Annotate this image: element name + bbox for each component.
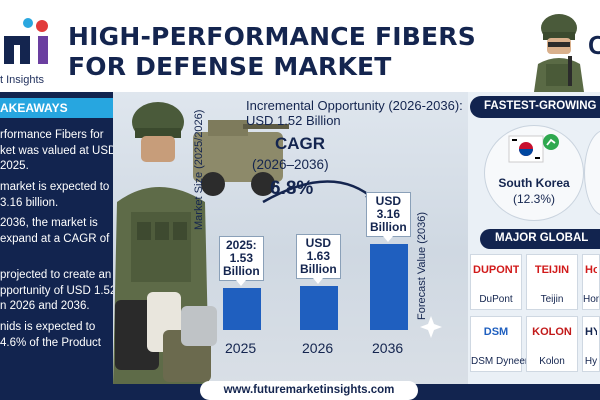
cagr-title: CAGR [275,134,326,153]
country-growth-pct: (12.3%) [512,192,556,206]
logo-subtitle: t Insights [0,74,45,86]
cut-letter: C [588,30,600,60]
company-card: KOLON Kolon [526,316,578,372]
company-name: Teijin [540,294,564,305]
takeaway-item: market is expected to 3.16 billion. [0,181,110,209]
chart-bar [223,288,261,330]
company-card: DSM DSM Dyneema [470,316,539,372]
company-logo-icon: HYC [585,326,597,338]
cagr-period: (2026–2036) [252,157,329,172]
title-line-2: FOR DEFENSE MARKET [68,52,392,81]
company-name: Hy [584,356,598,367]
year-tick-label: 2036 [372,340,404,356]
year-tick-label: 2025 [225,340,257,356]
company-logo-icon: TEIJIN [534,264,570,276]
page-title: HIGH-PERFORMANCE FIBERS FOR DEFENSE MARK… [68,22,476,82]
takeaway-item: rformance Fibers for ket was valued at U… [0,129,117,172]
company-logo-icon: DUPONT [473,264,519,276]
major-global-heading-bar: MAJOR GLOBAL [480,229,600,249]
fastest-growing-heading: FASTEST-GROWING [484,100,597,112]
sparkle-icon [420,316,442,338]
key-takeaways-heading: AKEAWAYS [0,101,68,115]
company-name: Hon [583,294,600,305]
fiber-spools-icon [115,292,217,382]
y-axis-label-right: Forecast Value (2036) [416,211,428,320]
company-logo-icon: Hon [585,264,597,276]
company-name: DuPont [479,294,513,305]
key-takeaways-heading-bar: AKEAWAYS [0,98,113,118]
header: t Insights HIGH-PERFORMANCE FIBERS FOR D… [0,0,600,92]
company-logo-icon: KOLON [532,326,572,338]
soldier-icon [534,14,584,92]
website-link[interactable]: www.futuremarketinsights.com [200,381,418,400]
title-line-1: HIGH-PERFORMANCE FIBERS [68,22,476,51]
company-name: Kolon [539,356,565,367]
illustration [113,102,442,384]
growth-arrow-icon [262,180,376,204]
major-global-heading: MAJOR GLOBAL [495,232,589,244]
south-korea-flag-icon [508,134,559,163]
chart-bar [370,244,408,330]
incremental-opportunity: Incremental Opportunity (2026-2036): USD… [246,98,463,128]
key-takeaways-panel: AKEAWAYS rformance Fibers for ket was va… [0,92,117,384]
year-tick-label: 2026 [302,340,334,356]
bar-value-label: USD 1.63 Billion [296,234,341,284]
fastest-growing-heading-bar: FASTEST-GROWING [470,96,600,118]
armored-vehicle-icon [193,120,289,196]
company-card: Hon Hon [582,254,600,310]
takeaway-item: projected to create an pportunity of USD… [0,269,117,312]
chart-bar [300,286,338,330]
company-name: DSM Dyneema [471,356,539,367]
y-axis-label-left: Market Size (2025/2026) [193,109,205,230]
country-name: South Korea [498,176,570,190]
bar-value-label: USD 3.16 Billion [366,192,411,242]
country-card [484,125,584,221]
takeaway-item: 2036, the market is expand at a CAGR of [0,217,110,245]
company-card: TEIJIN Teijin [526,254,578,310]
cagr-value: 6.8% [270,178,314,199]
company-card: HYC Hy [582,316,600,372]
chart-area: 2025: 1.53 Billion 2025 USD 1.63 Billion 20… [113,92,468,384]
fmi-logo-icon [4,18,48,64]
company-card: DUPONT DuPont [470,254,522,310]
bar-value-label: 2025: 1.53 Billion [219,236,264,286]
company-logo-icon: DSM [483,326,509,338]
takeaway-item: nids is expected to 4.6% of the Product [0,321,102,349]
